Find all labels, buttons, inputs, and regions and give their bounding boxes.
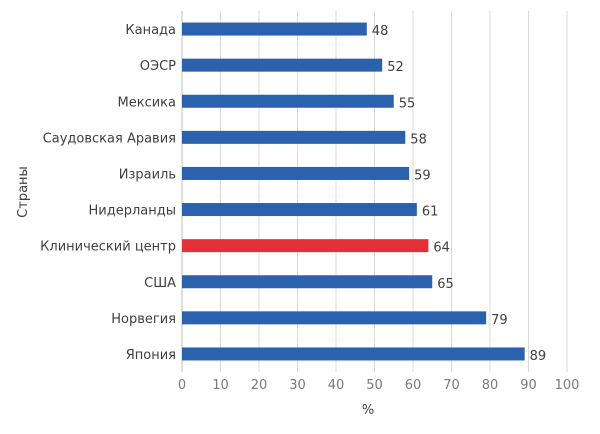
x-tick-labels: 0 10 20 30 40 50 60 70 80 90 100 <box>178 378 580 393</box>
value-label: 65 <box>437 277 454 292</box>
value-label: 61 <box>422 205 439 220</box>
value-label: 48 <box>372 24 389 39</box>
category-label: США <box>144 276 176 291</box>
bar <box>182 347 525 361</box>
x-tick-label: 90 <box>520 378 537 393</box>
category-label: Нидерланды <box>89 204 177 219</box>
y-axis-title: Страны <box>16 166 31 218</box>
bar <box>182 130 406 144</box>
value-label: 58 <box>410 132 427 147</box>
value-label: 52 <box>387 60 404 75</box>
category-label: ОЭСР <box>140 59 176 74</box>
x-tick-label: 70 <box>443 378 460 393</box>
x-tick-label: 10 <box>212 378 229 393</box>
x-tick-label: 80 <box>482 378 499 393</box>
category-label: Клинический центр <box>40 240 176 255</box>
category-label: Израиль <box>119 167 176 182</box>
bar-highlight <box>182 239 429 253</box>
category-label: Мексика <box>118 95 176 110</box>
category-label: Саудовская Аравия <box>43 131 176 146</box>
x-axis-title: % <box>362 403 374 418</box>
bar <box>182 166 410 180</box>
x-tick-label: 0 <box>178 378 186 393</box>
category-label: Норвегия <box>111 312 176 327</box>
value-labels: 48 52 55 58 59 61 64 65 79 89 <box>372 24 546 364</box>
x-tick-label: 100 <box>555 378 580 393</box>
x-tick-label: 60 <box>405 378 422 393</box>
category-label: Япония <box>126 348 176 363</box>
value-label: 64 <box>433 241 450 256</box>
value-label: 59 <box>414 168 431 183</box>
x-tick-label: 40 <box>328 378 345 393</box>
value-label: 79 <box>491 313 508 328</box>
bar <box>182 203 417 217</box>
bar <box>182 275 433 289</box>
x-tick-label: 20 <box>251 378 268 393</box>
bar <box>182 58 383 72</box>
bar <box>182 94 394 108</box>
value-label: 89 <box>530 349 547 364</box>
value-label: 55 <box>399 96 416 111</box>
category-label: Канада <box>125 23 176 38</box>
x-tick-label: 30 <box>289 378 306 393</box>
x-tick-label: 50 <box>366 378 383 393</box>
bars <box>182 22 525 361</box>
bar <box>182 311 487 325</box>
category-labels: Канада ОЭСР Мексика Саудовская Аравия Израил… <box>40 23 176 363</box>
bar <box>182 22 367 36</box>
